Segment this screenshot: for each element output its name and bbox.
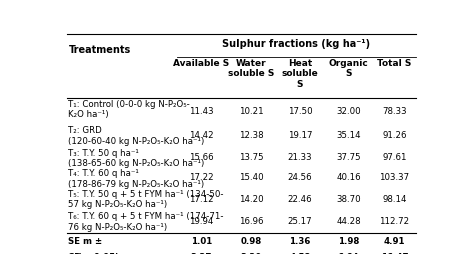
Text: 3.37: 3.37 [191, 253, 212, 254]
Text: 10.21: 10.21 [239, 107, 264, 116]
Text: 112.72: 112.72 [379, 217, 410, 226]
Text: 32.00: 32.00 [336, 107, 361, 116]
Text: 97.61: 97.61 [382, 153, 407, 162]
Text: 78.33: 78.33 [382, 107, 407, 116]
Text: Treatments: Treatments [68, 45, 131, 55]
Text: SE m ±: SE m ± [68, 237, 102, 246]
Text: 25.17: 25.17 [288, 217, 312, 226]
Text: 1.01: 1.01 [191, 237, 212, 246]
Text: (p=0.05): (p=0.05) [76, 253, 119, 254]
Text: 22.46: 22.46 [288, 195, 312, 204]
Text: 15.66: 15.66 [189, 153, 214, 162]
Text: 0.98: 0.98 [241, 237, 262, 246]
Text: 19.94: 19.94 [190, 217, 214, 226]
Text: 24.56: 24.56 [288, 173, 312, 182]
Text: 1.98: 1.98 [338, 237, 359, 246]
Text: 91.26: 91.26 [382, 131, 407, 140]
Text: 103.37: 103.37 [379, 173, 410, 182]
Text: 3.29: 3.29 [240, 253, 262, 254]
Text: 44.28: 44.28 [336, 217, 361, 226]
Text: T₅: T.Y. 50 q + 5 t FYM ha⁻¹ (134-50-
57 kg N-P₂O₅-K₂O ha⁻¹): T₅: T.Y. 50 q + 5 t FYM ha⁻¹ (134-50- 57… [68, 190, 224, 209]
Text: 14.20: 14.20 [239, 195, 264, 204]
Text: 98.14: 98.14 [382, 195, 407, 204]
Text: 17.50: 17.50 [288, 107, 312, 116]
Text: 37.75: 37.75 [336, 153, 361, 162]
Text: Sulphur fractions (kg ha⁻¹): Sulphur fractions (kg ha⁻¹) [222, 39, 370, 49]
Text: 16.47: 16.47 [381, 253, 408, 254]
Text: 6.64: 6.64 [338, 253, 359, 254]
Text: T₂: GRD
(120-60-40 kg N-P₂O₅-K₂O ha⁻¹): T₂: GRD (120-60-40 kg N-P₂O₅-K₂O ha⁻¹) [68, 126, 204, 146]
Text: T₄: T.Y. 60 q ha⁻¹
(178-86-79 kg N-P₂O₅-K₂O ha⁻¹): T₄: T.Y. 60 q ha⁻¹ (178-86-79 kg N-P₂O₅-… [68, 169, 204, 189]
Text: Heat
soluble
S: Heat soluble S [282, 59, 318, 89]
Text: Available S: Available S [173, 59, 230, 68]
Text: 38.70: 38.70 [336, 195, 361, 204]
Text: 4.91: 4.91 [384, 237, 405, 246]
Text: 1.36: 1.36 [289, 237, 310, 246]
Text: Water
soluble S: Water soluble S [228, 59, 274, 78]
Text: 14.42: 14.42 [189, 131, 214, 140]
Text: CD: CD [68, 253, 84, 254]
Text: Total S: Total S [377, 59, 411, 68]
Text: 21.33: 21.33 [288, 153, 312, 162]
Text: T₆: T.Y. 60 q + 5 t FYM ha⁻¹ (174-71-
76 kg N-P₂O₅-K₂O ha⁻¹): T₆: T.Y. 60 q + 5 t FYM ha⁻¹ (174-71- 76… [68, 212, 224, 232]
Text: Organic
S: Organic S [328, 59, 368, 78]
Text: 19.17: 19.17 [288, 131, 312, 140]
Text: 12.38: 12.38 [239, 131, 264, 140]
Text: T₃: T.Y. 50 q ha⁻¹
(138-65-60 kg N-P₂O₅-K₂O ha⁻¹): T₃: T.Y. 50 q ha⁻¹ (138-65-60 kg N-P₂O₅-… [68, 149, 204, 168]
Text: 35.14: 35.14 [336, 131, 361, 140]
Text: 17.22: 17.22 [189, 173, 214, 182]
Text: 16.96: 16.96 [239, 217, 264, 226]
Text: 11.43: 11.43 [189, 107, 214, 116]
Text: 15.40: 15.40 [239, 173, 264, 182]
Text: 40.16: 40.16 [336, 173, 361, 182]
Text: 4.58: 4.58 [289, 253, 310, 254]
Text: 13.75: 13.75 [239, 153, 264, 162]
Text: 17.12: 17.12 [189, 195, 214, 204]
Text: T₁: Control (0-0-0 kg N-P₂O₅-
K₂O ha⁻¹): T₁: Control (0-0-0 kg N-P₂O₅- K₂O ha⁻¹) [68, 100, 190, 119]
